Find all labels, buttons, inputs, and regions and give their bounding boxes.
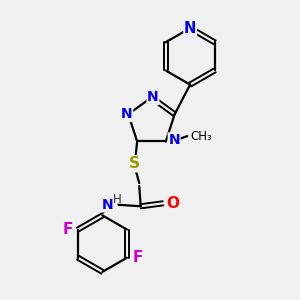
Text: N: N [184, 21, 196, 36]
Text: CH₃: CH₃ [191, 130, 212, 142]
Text: O: O [166, 196, 179, 211]
Text: F: F [132, 250, 142, 265]
Text: N: N [147, 90, 159, 104]
Text: N: N [168, 133, 180, 147]
Text: H: H [112, 193, 121, 206]
Text: F: F [62, 222, 73, 237]
Text: N: N [121, 107, 133, 121]
Text: N: N [101, 198, 113, 212]
Text: S: S [129, 156, 140, 171]
